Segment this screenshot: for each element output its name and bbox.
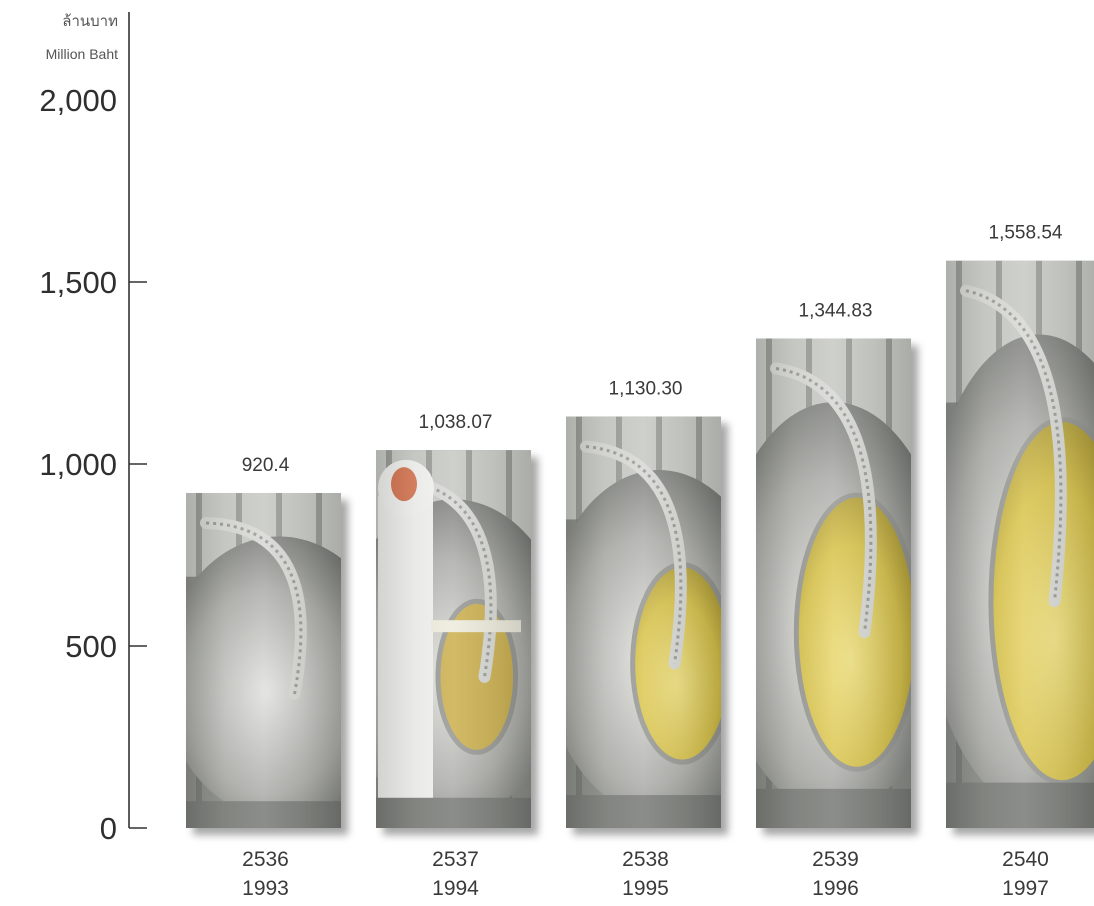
x-tick-label-year: 1994 (432, 877, 479, 900)
bar-value-label: 1,038.07 (419, 412, 493, 433)
bar (756, 338, 911, 828)
x-tick-label-thai-year: 2538 (622, 848, 669, 871)
x-tick-label-year: 1996 (812, 877, 859, 900)
y-tick-label: 1,500 (39, 265, 117, 300)
bar (186, 492, 341, 828)
x-tick-label-thai-year: 2540 (1002, 848, 1049, 871)
bar-value-label: 1,344.83 (799, 300, 873, 321)
x-tick-label-thai-year: 2539 (812, 848, 859, 871)
y-tick-label: 500 (65, 629, 117, 664)
y-tick-label: 2,000 (39, 83, 117, 118)
x-tick-label-year: 1993 (242, 877, 289, 900)
y-axis-unit-thai: ล้านบาท (62, 12, 118, 30)
y-tick-label: 1,000 (39, 447, 117, 482)
bar (566, 416, 721, 828)
x-tick-label-year: 1997 (1002, 877, 1049, 900)
x-tick-label-year: 1995 (622, 877, 669, 900)
bar (946, 260, 1094, 828)
bar (376, 450, 531, 828)
bar-value-label: 1,558.54 (989, 223, 1063, 244)
y-axis-unit-english: Million Baht (45, 46, 118, 62)
bar-value-label: 1,130.30 (609, 379, 683, 400)
y-tick-label: 0 (100, 811, 117, 846)
x-tick-label-thai-year: 2536 (242, 848, 289, 871)
bar-value-label: 920.4 (242, 455, 290, 476)
x-tick-label-thai-year: 2537 (432, 848, 479, 871)
